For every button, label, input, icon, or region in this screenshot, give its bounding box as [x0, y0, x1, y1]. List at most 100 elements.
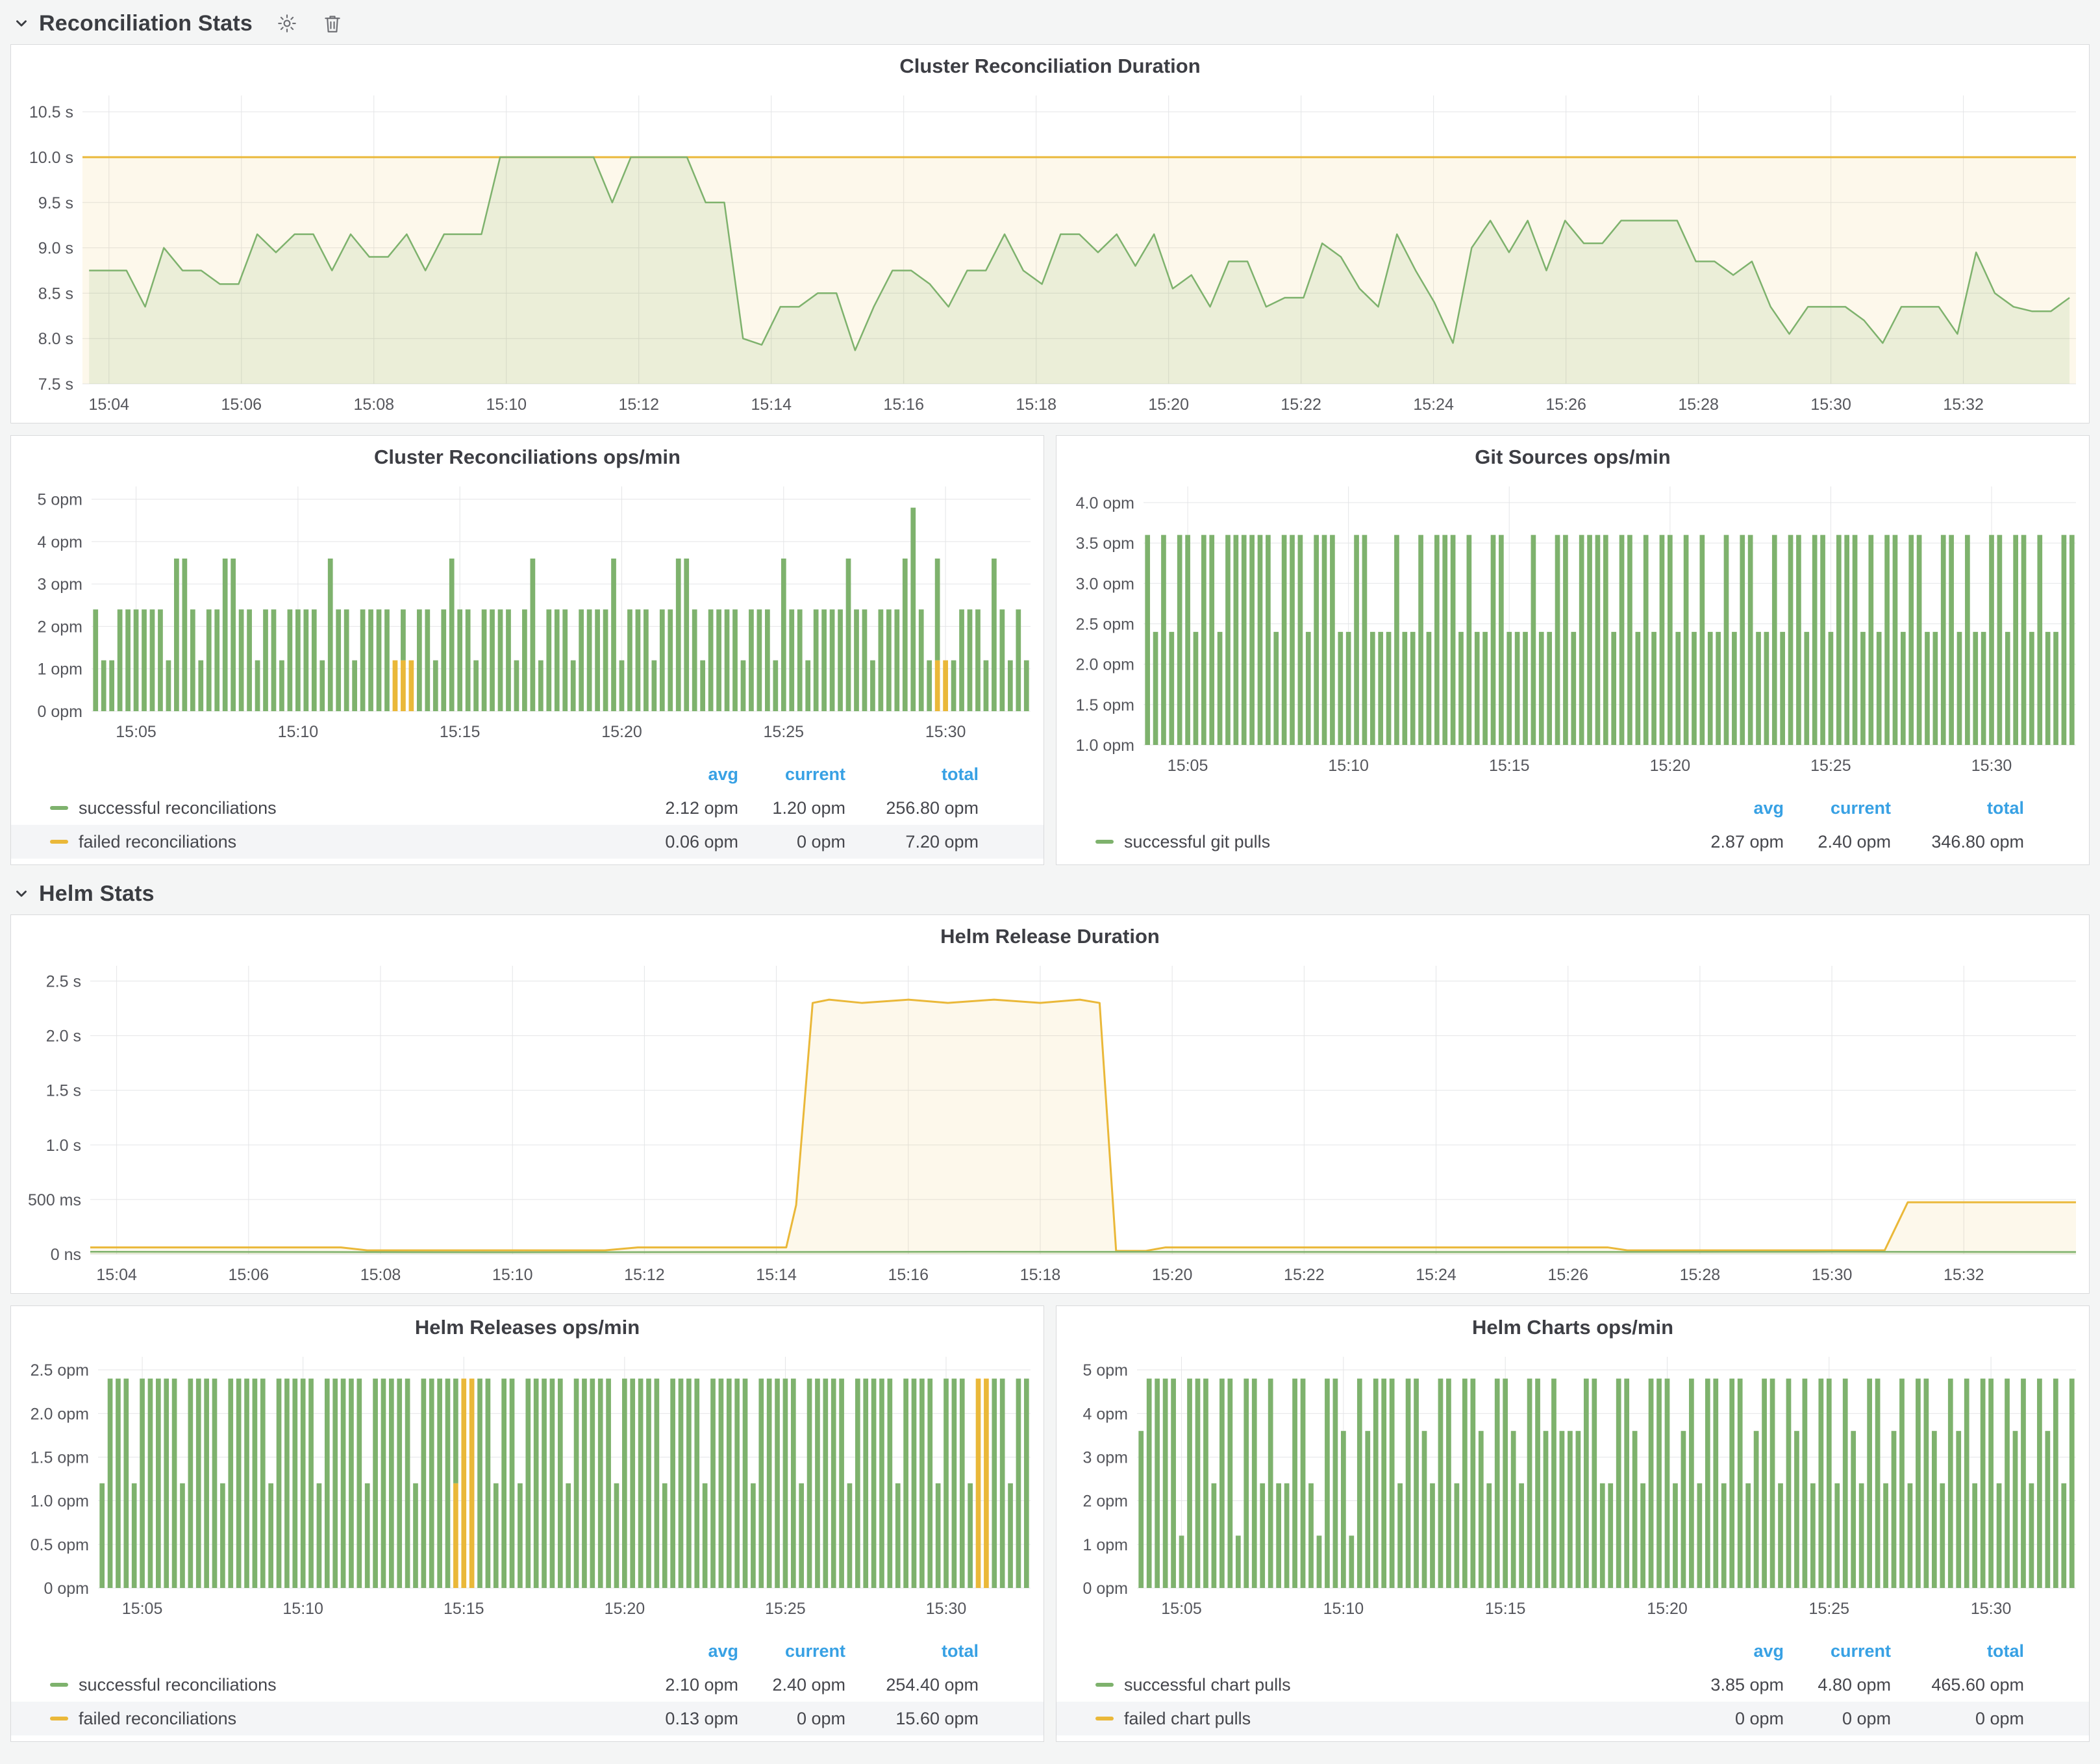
svg-text:15:26: 15:26 — [1545, 396, 1586, 414]
legend-row: failed reconciliations 0.06 opm 0 opm 7.20 … — [11, 825, 1044, 859]
cluster-reconciliations-ops-chart[interactable]: 0 opm 1 opm 2 opm 3 opm 4 opm 5 opm 15:05 15:10… — [15, 476, 1040, 753]
legend-header: avg current total — [11, 757, 1044, 791]
svg-text:8.5 s: 8.5 s — [38, 284, 73, 303]
legend-sort-total[interactable]: total — [942, 1641, 979, 1661]
svg-text:15:08: 15:08 — [353, 396, 394, 414]
cluster-reconciliations-legend: avg current total successful reconciliation… — [11, 753, 1044, 868]
svg-text:15:12: 15:12 — [624, 1266, 665, 1284]
panel-title[interactable]: Git Sources ops/min — [1475, 446, 1671, 468]
svg-text:15:08: 15:08 — [360, 1266, 401, 1284]
legend-sort-total[interactable]: total — [942, 764, 979, 784]
svg-text:1.0 opm: 1.0 opm — [31, 1493, 89, 1511]
legend-value: 7.20 opm — [905, 831, 979, 851]
svg-text:3 opm: 3 opm — [38, 575, 82, 594]
svg-text:15:05: 15:05 — [122, 1600, 163, 1618]
svg-text:15:25: 15:25 — [1809, 1600, 1850, 1618]
panel-helm-releases-ops: Helm Releases ops/min 0 opm 0.5 opm 1.0 op… — [10, 1305, 1044, 1742]
panel-title[interactable]: Cluster Reconciliations ops/min — [374, 446, 681, 468]
cluster-reconciliation-duration-chart[interactable]: 7.5 s 8.0 s 8.5 s 9.0 s 9.5 s 10.0 s 10.5 s 15:… — [15, 85, 2085, 426]
svg-text:1.5 s: 1.5 s — [46, 1082, 81, 1100]
svg-text:15:30: 15:30 — [1971, 1600, 2012, 1618]
panel-cluster-reconciliations-ops: Cluster Reconciliations ops/min 0 opm 1 o… — [10, 435, 1044, 865]
legend-row: successful reconciliations 2.12 opm 1.20 o… — [11, 791, 1044, 825]
panel-title[interactable]: Helm Charts ops/min — [1471, 1316, 1674, 1339]
svg-text:15:20: 15:20 — [605, 1600, 645, 1618]
svg-text:15:14: 15:14 — [756, 1266, 797, 1284]
helm-releases-legend: avg current total successful reconciliation… — [11, 1630, 1044, 1745]
legend-sort-avg[interactable]: avg — [708, 1641, 738, 1661]
svg-text:15:26: 15:26 — [1547, 1266, 1588, 1284]
svg-text:9.5 s: 9.5 s — [38, 194, 73, 212]
legend-value: 2.10 opm — [665, 1674, 738, 1695]
section-title[interactable]: Helm Stats — [39, 881, 155, 906]
svg-text:15:06: 15:06 — [221, 396, 262, 414]
svg-text:15:25: 15:25 — [765, 1600, 806, 1618]
legend-series-name[interactable]: successful reconciliations — [50, 1675, 615, 1695]
svg-text:15:22: 15:22 — [1281, 396, 1321, 414]
legend-series-name[interactable]: failed chart pulls — [1095, 1709, 1660, 1729]
svg-text:4.0 opm: 4.0 opm — [1076, 494, 1134, 512]
svg-text:0.5 opm: 0.5 opm — [31, 1536, 89, 1554]
legend-value: 0 opm — [1842, 1708, 1891, 1728]
legend-series-name[interactable]: failed reconciliations — [50, 832, 615, 852]
svg-text:2.5 opm: 2.5 opm — [1076, 615, 1134, 633]
series-color-swatch-icon — [1095, 840, 1114, 844]
panel-title[interactable]: Helm Release Duration — [940, 925, 1160, 948]
svg-text:15:10: 15:10 — [1323, 1600, 1364, 1618]
legend-row: failed chart pulls 0 opm 0 opm 0 opm — [1056, 1702, 2089, 1735]
svg-text:15:32: 15:32 — [1943, 396, 1984, 414]
legend-value: 2.12 opm — [665, 798, 738, 818]
chevron-down-icon[interactable] — [13, 885, 30, 902]
legend-sort-current[interactable]: current — [1830, 798, 1891, 818]
legend-sort-avg[interactable]: avg — [708, 764, 738, 784]
svg-text:15:05: 15:05 — [1168, 757, 1208, 775]
helm-release-duration-chart[interactable]: 0 ns 500 ms 1.0 s 1.5 s 2.0 s 2.5 s 15:04 15:06… — [15, 955, 2085, 1296]
svg-text:15:30: 15:30 — [1810, 396, 1851, 414]
legend-series-name[interactable]: failed reconciliations — [50, 1709, 615, 1729]
series-color-swatch-icon — [1095, 1683, 1114, 1687]
svg-text:2.0 opm: 2.0 opm — [1076, 656, 1134, 674]
helm-releases-ops-chart[interactable]: 0 opm 0.5 opm 1.0 opm 1.5 opm 2.0 opm 2.5 opm… — [15, 1346, 1040, 1630]
svg-text:15:15: 15:15 — [440, 723, 481, 741]
legend-sort-total[interactable]: total — [1987, 798, 2024, 818]
legend-sort-current[interactable]: current — [1830, 1641, 1891, 1661]
trash-icon[interactable] — [321, 12, 344, 34]
svg-text:15:20: 15:20 — [1647, 1600, 1688, 1618]
svg-text:15:10: 15:10 — [492, 1266, 533, 1284]
legend-header: avg current total — [1056, 791, 2089, 825]
svg-text:5 opm: 5 opm — [38, 491, 82, 509]
section-title[interactable]: Reconciliation Stats — [39, 10, 253, 36]
helm-charts-legend: avg current total successful chart pulls 3.8… — [1056, 1630, 2089, 1745]
panel-title[interactable]: Helm Releases ops/min — [414, 1316, 640, 1339]
legend-value: 2.40 opm — [772, 1674, 845, 1695]
legend-sort-avg[interactable]: avg — [1753, 1641, 1784, 1661]
chevron-down-icon[interactable] — [13, 15, 30, 32]
helm-charts-ops-chart[interactable]: 0 opm 1 opm 2 opm 3 opm 4 opm 5 opm 15:05 15:10… — [1060, 1346, 2085, 1630]
svg-text:15:16: 15:16 — [883, 396, 924, 414]
svg-text:15:10: 15:10 — [486, 396, 527, 414]
git-sources-ops-chart[interactable]: 1.0 opm 1.5 opm 2.0 opm 2.5 opm 3.0 opm 3.5 o… — [1060, 476, 2085, 787]
gear-icon[interactable] — [276, 12, 298, 34]
svg-text:2 opm: 2 opm — [38, 618, 82, 636]
legend-value: 15.60 opm — [895, 1708, 979, 1728]
legend-value: 2.40 opm — [1818, 831, 1891, 851]
svg-text:15:10: 15:10 — [278, 723, 319, 741]
panel-title[interactable]: Cluster Reconciliation Duration — [899, 55, 1201, 77]
legend-sort-avg[interactable]: avg — [1753, 798, 1784, 818]
legend-header: avg current total — [11, 1634, 1044, 1668]
svg-text:1 opm: 1 opm — [1083, 1536, 1128, 1554]
panel-cluster-reconciliation-duration: Cluster Reconciliation Duration 7.5 s 8.0… — [10, 44, 2090, 423]
legend-series-name[interactable]: successful git pulls — [1095, 832, 1660, 852]
svg-text:15:18: 15:18 — [1020, 1266, 1061, 1284]
legend-series-name[interactable]: successful reconciliations — [50, 798, 615, 818]
svg-text:2.5 opm: 2.5 opm — [31, 1361, 89, 1380]
legend-value: 0 opm — [1734, 1708, 1784, 1728]
section-header-helm-stats: Helm Stats — [0, 877, 2100, 911]
legend-sort-current[interactable]: current — [784, 764, 845, 784]
legend-value: 0 opm — [796, 1708, 845, 1728]
legend-value: 0.13 opm — [665, 1708, 738, 1728]
svg-text:15:04: 15:04 — [96, 1266, 137, 1284]
legend-sort-total[interactable]: total — [1987, 1641, 2024, 1661]
legend-sort-current[interactable]: current — [784, 1641, 845, 1661]
legend-series-name[interactable]: successful chart pulls — [1095, 1675, 1660, 1695]
